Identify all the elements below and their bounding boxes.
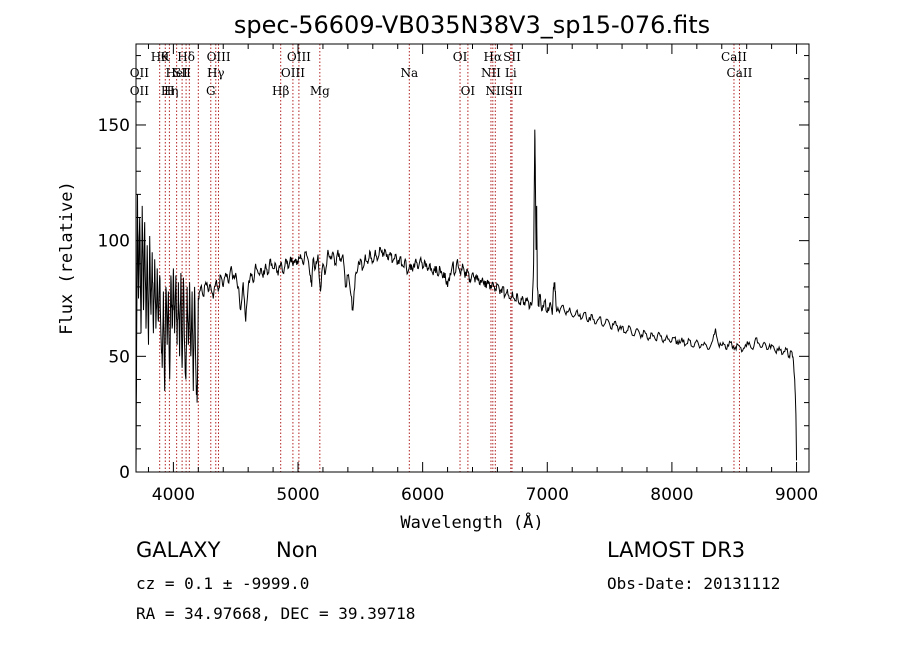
x-tick-label-4000: 4000 <box>152 485 195 505</box>
x-axis-label: Wavelength (Å) <box>400 511 543 533</box>
marker-label-5: H <box>164 84 174 98</box>
plot-frame <box>135 43 810 473</box>
marker-label-22: Li <box>505 66 517 80</box>
marker-label-2: Hθ <box>151 50 169 64</box>
x-axis-ticks: 4000 5000 6000 7000 8000 9000 <box>147 44 818 505</box>
y-tick-label-0: 0 <box>119 463 130 483</box>
marker-label-17: OI <box>453 50 468 64</box>
marker-label-8: SII <box>173 66 191 80</box>
marker-label-0: OII <box>130 66 150 80</box>
emission-line-labels: OIIOIIHθKHηHHeIHδSIIGHγOIIIHβOIIIOIIIMgN… <box>130 50 753 98</box>
marker-label-13: OIII <box>281 66 305 80</box>
marker-label-12: Hβ <box>272 84 289 98</box>
marker-label-25: CaII <box>721 50 747 64</box>
marker-label-16: Na <box>400 66 418 80</box>
marker-label-11: OIII <box>207 50 231 64</box>
spectrum-chart: spec-56609-VB035N38V3_sp15-076.fits OII O… <box>57 11 818 533</box>
marker-label-23: SII <box>503 50 521 64</box>
emission-line-markers <box>159 44 740 472</box>
object-class: GALAXY <box>136 538 221 562</box>
marker-label-6: HeI <box>165 66 188 80</box>
redshift-cz: cz = 0.1 ± -9999.0 <box>136 574 310 593</box>
spectrum-line <box>135 129 797 473</box>
x-tick-label-6000: 6000 <box>401 485 444 505</box>
marker-label-7: Hδ <box>177 50 195 64</box>
marker-label-3: K <box>161 50 171 64</box>
y-axis-label: Flux (relative) <box>57 181 77 335</box>
marker-label-10: Hγ <box>207 66 225 80</box>
y-tick-label-150: 150 <box>98 116 130 136</box>
marker-label-14: OIII <box>287 50 311 64</box>
marker-label-20: Hα <box>484 50 503 64</box>
marker-label-19: NII <box>481 66 501 80</box>
marker-label-18: OI <box>461 84 476 98</box>
y-axis-ticks: 0 50 100 150 <box>98 55 809 483</box>
survey-name: LAMOST DR3 <box>607 538 746 562</box>
x-tick-label-8000: 8000 <box>650 485 693 505</box>
obs-date: Obs-Date: 20131112 <box>607 574 781 593</box>
object-subclass: Non <box>276 538 318 562</box>
marker-label-9: G <box>206 84 216 98</box>
marker-label-15: Mg <box>310 84 330 98</box>
marker-label-1: OII <box>130 84 150 98</box>
marker-label-24: SII <box>505 84 523 98</box>
coordinates: RA = 34.97668, DEC = 39.39718 <box>136 604 416 623</box>
marker-label-21: NII <box>485 84 505 98</box>
x-tick-label-5000: 5000 <box>276 485 319 505</box>
y-tick-label-100: 100 <box>98 232 130 252</box>
y-tick-label-50: 50 <box>108 347 130 367</box>
marker-label-4: Hη <box>161 84 179 98</box>
marker-label-26: CaII <box>727 66 753 80</box>
x-tick-label-9000: 9000 <box>775 485 818 505</box>
chart-title: spec-56609-VB035N38V3_sp15-076.fits <box>234 11 710 39</box>
x-tick-label-7000: 7000 <box>526 485 569 505</box>
